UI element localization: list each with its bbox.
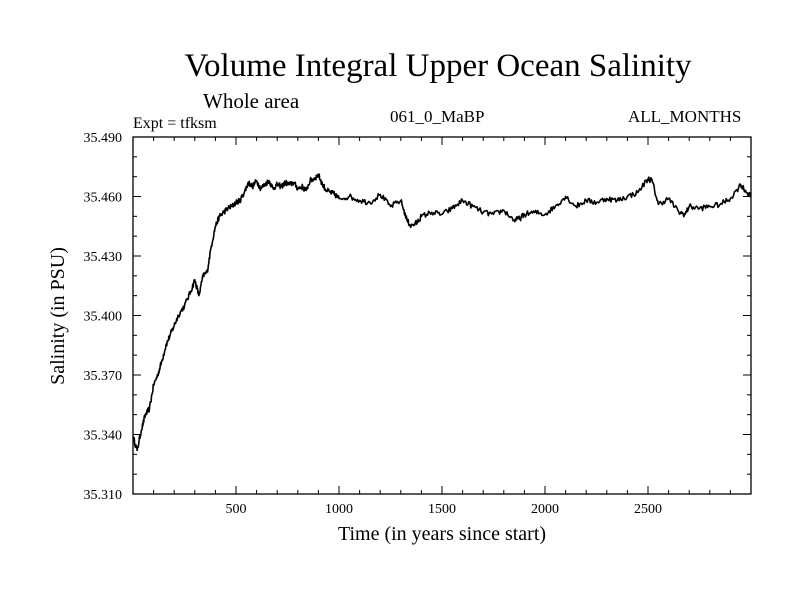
plot-layer xyxy=(132,173,752,452)
y-axis: 35.310 35.340 35.370 35.400 35.430 35.460 35.4… xyxy=(84,131,751,503)
x-tick-label: 2500 xyxy=(634,502,662,517)
chart-title: Volume Integral Upper Ocean Salinity xyxy=(184,48,692,84)
experiment-id-label: 061_0_MaBP xyxy=(390,107,485,126)
x-tick-label: 1500 xyxy=(428,502,456,517)
y-axis-title: Salinity (in PSU) xyxy=(47,247,69,385)
y-tick-label: 35.430 xyxy=(84,250,123,265)
y-tick-label: 35.460 xyxy=(84,191,123,206)
x-tick-label: 2000 xyxy=(531,502,559,517)
chart-subtitle: Whole area xyxy=(203,89,300,113)
salinity-line xyxy=(132,173,752,452)
y-tick-label: 35.340 xyxy=(84,429,123,444)
x-axis: 500 1000 1500 2000 2500 xyxy=(153,137,731,517)
plot-frame xyxy=(132,136,752,495)
experiment-label: Expt = tfksm xyxy=(133,115,217,132)
y-tick-label: 35.370 xyxy=(84,369,123,384)
y-tick-label: 35.490 xyxy=(84,131,123,146)
y-tick-label: 35.310 xyxy=(84,488,123,503)
y-tick-label: 35.400 xyxy=(84,310,123,325)
x-axis-title: Time (in years since start) xyxy=(338,523,546,545)
months-label: ALL_MONTHS xyxy=(628,107,742,126)
x-tick-label: 1000 xyxy=(325,502,353,517)
x-tick-label: 500 xyxy=(226,502,247,517)
